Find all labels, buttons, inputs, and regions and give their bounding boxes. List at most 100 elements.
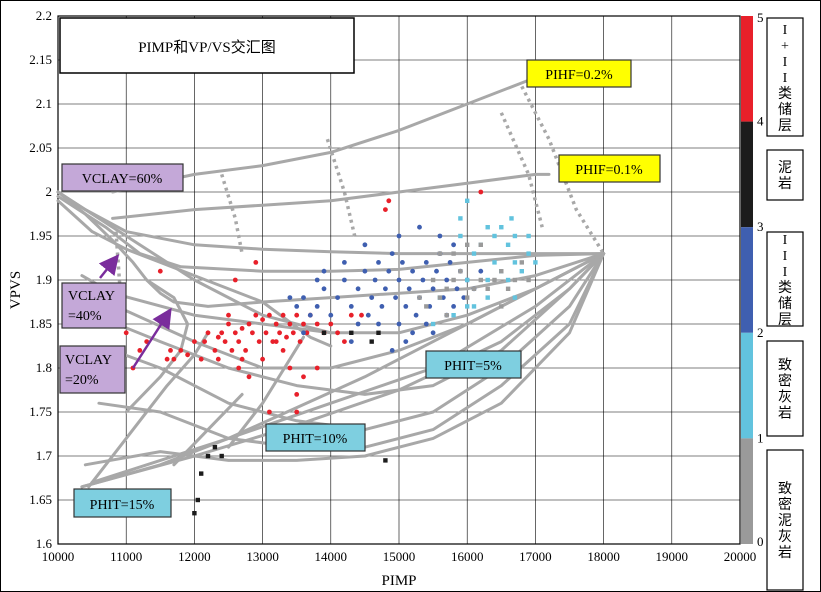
x-tick-label: 20000 (724, 549, 757, 564)
data-point (444, 286, 449, 291)
data-point (376, 321, 381, 327)
x-tick-label: 12000 (178, 549, 211, 564)
data-point (243, 348, 249, 353)
data-point (369, 339, 374, 344)
data-point (198, 356, 204, 362)
data-point (215, 334, 221, 340)
data-point (444, 277, 450, 283)
data-point (301, 321, 306, 327)
annotation-vclay-40-label: VCLAY =40% (68, 289, 115, 324)
annotation-phif-01: PHIF=0.1% (558, 154, 661, 183)
legend-label: 致密灰岩 (778, 358, 792, 422)
legend-label: 致密泥灰岩 (778, 481, 792, 561)
data-point (157, 268, 163, 274)
data-point (533, 260, 538, 265)
data-point (423, 321, 429, 327)
x-tick-label: 15000 (383, 549, 416, 564)
data-point (454, 286, 460, 292)
annotation-pihf-02: PIHF=0.2% (526, 59, 632, 88)
data-point (465, 277, 470, 283)
annotation-vclay-20-label: VCLAY =20% (65, 353, 112, 388)
data-point (383, 458, 388, 463)
data-point (307, 312, 313, 318)
data-point (410, 268, 415, 274)
data-point (430, 286, 436, 292)
colorbar-segment (741, 227, 753, 333)
annotation-phif-01-label: PHIF=0.1% (575, 163, 643, 178)
data-point (372, 277, 378, 283)
y-tick-label: 2.15 (29, 52, 52, 67)
data-point (212, 445, 218, 450)
data-point (229, 348, 235, 353)
data-point (199, 471, 204, 476)
data-point (232, 277, 238, 283)
data-point (430, 321, 436, 327)
annotation-phit-15: PHIT=15% (73, 488, 172, 518)
data-point (349, 330, 354, 335)
y-tick-label: 1.65 (29, 492, 52, 507)
data-point (335, 295, 340, 300)
data-point (294, 312, 300, 318)
data-point (403, 339, 409, 344)
y-tick-label: 2.05 (29, 140, 52, 155)
data-point (512, 277, 518, 283)
template-curve (111, 76, 537, 194)
data-point (178, 348, 184, 353)
template-dotted-curve (499, 112, 544, 228)
data-point (478, 277, 483, 283)
colorbar-tick-label: 1 (757, 430, 764, 445)
data-point (400, 260, 405, 265)
data-point (164, 356, 170, 362)
data-point (335, 330, 340, 336)
annotation-phit-10-label: PHIT=10% (283, 432, 348, 447)
colorbar-segment (741, 332, 753, 439)
data-point (362, 268, 368, 274)
data-point (465, 198, 470, 203)
data-point (192, 511, 197, 516)
y-axis-label: VPVS (8, 271, 24, 309)
template-dotted-curve (325, 138, 357, 237)
data-point (471, 286, 477, 291)
template-curve (90, 252, 606, 484)
data-point (365, 312, 371, 318)
data-point (246, 374, 252, 380)
axis-ticks: 10000 11000 12000 13000 14000 15000 16000 17000… (29, 8, 756, 564)
template-dotted-curve (520, 85, 606, 255)
annotation-vclay-40: VCLAY =40% (61, 282, 127, 329)
y-tick-label: 2.2 (36, 8, 52, 23)
x-tick-label: 18000 (587, 549, 620, 564)
data-point (383, 207, 388, 213)
data-point (260, 317, 265, 322)
data-point (256, 339, 262, 344)
data-point (471, 304, 477, 309)
data-point (526, 251, 531, 256)
data-point (526, 233, 531, 239)
data-point (499, 304, 504, 309)
data-point (424, 304, 429, 309)
data-point (478, 189, 484, 195)
arrow-vclay-40 (98, 254, 120, 279)
data-point (328, 321, 334, 327)
data-point (215, 356, 221, 362)
x-tick-label: 10000 (42, 549, 75, 564)
colorbar-tick-label: 0 (757, 534, 764, 549)
template-curve (56, 190, 606, 256)
data-point (369, 295, 375, 300)
colorbar: 0 1 2 3 4 5 (741, 10, 764, 549)
data-point (512, 295, 518, 300)
template-curve (87, 331, 210, 489)
annotations: PIHF=0.2% PHIF=0.1% VCLAY=60% VCLAY =40% … (59, 59, 661, 518)
data-point (205, 330, 211, 336)
annotation-vclay-60: VCLAY=60% (61, 163, 184, 192)
data-point (376, 330, 381, 335)
annotation-phit-10: PHIT=10% (265, 423, 366, 452)
data-point (362, 242, 368, 248)
data-point (192, 339, 197, 344)
data-point (465, 242, 470, 247)
data-point (389, 348, 395, 353)
data-point (287, 321, 293, 327)
template-curve (172, 392, 244, 467)
data-point (297, 339, 303, 344)
y-tick-label: 1.9 (36, 272, 52, 287)
data-point (509, 216, 514, 221)
